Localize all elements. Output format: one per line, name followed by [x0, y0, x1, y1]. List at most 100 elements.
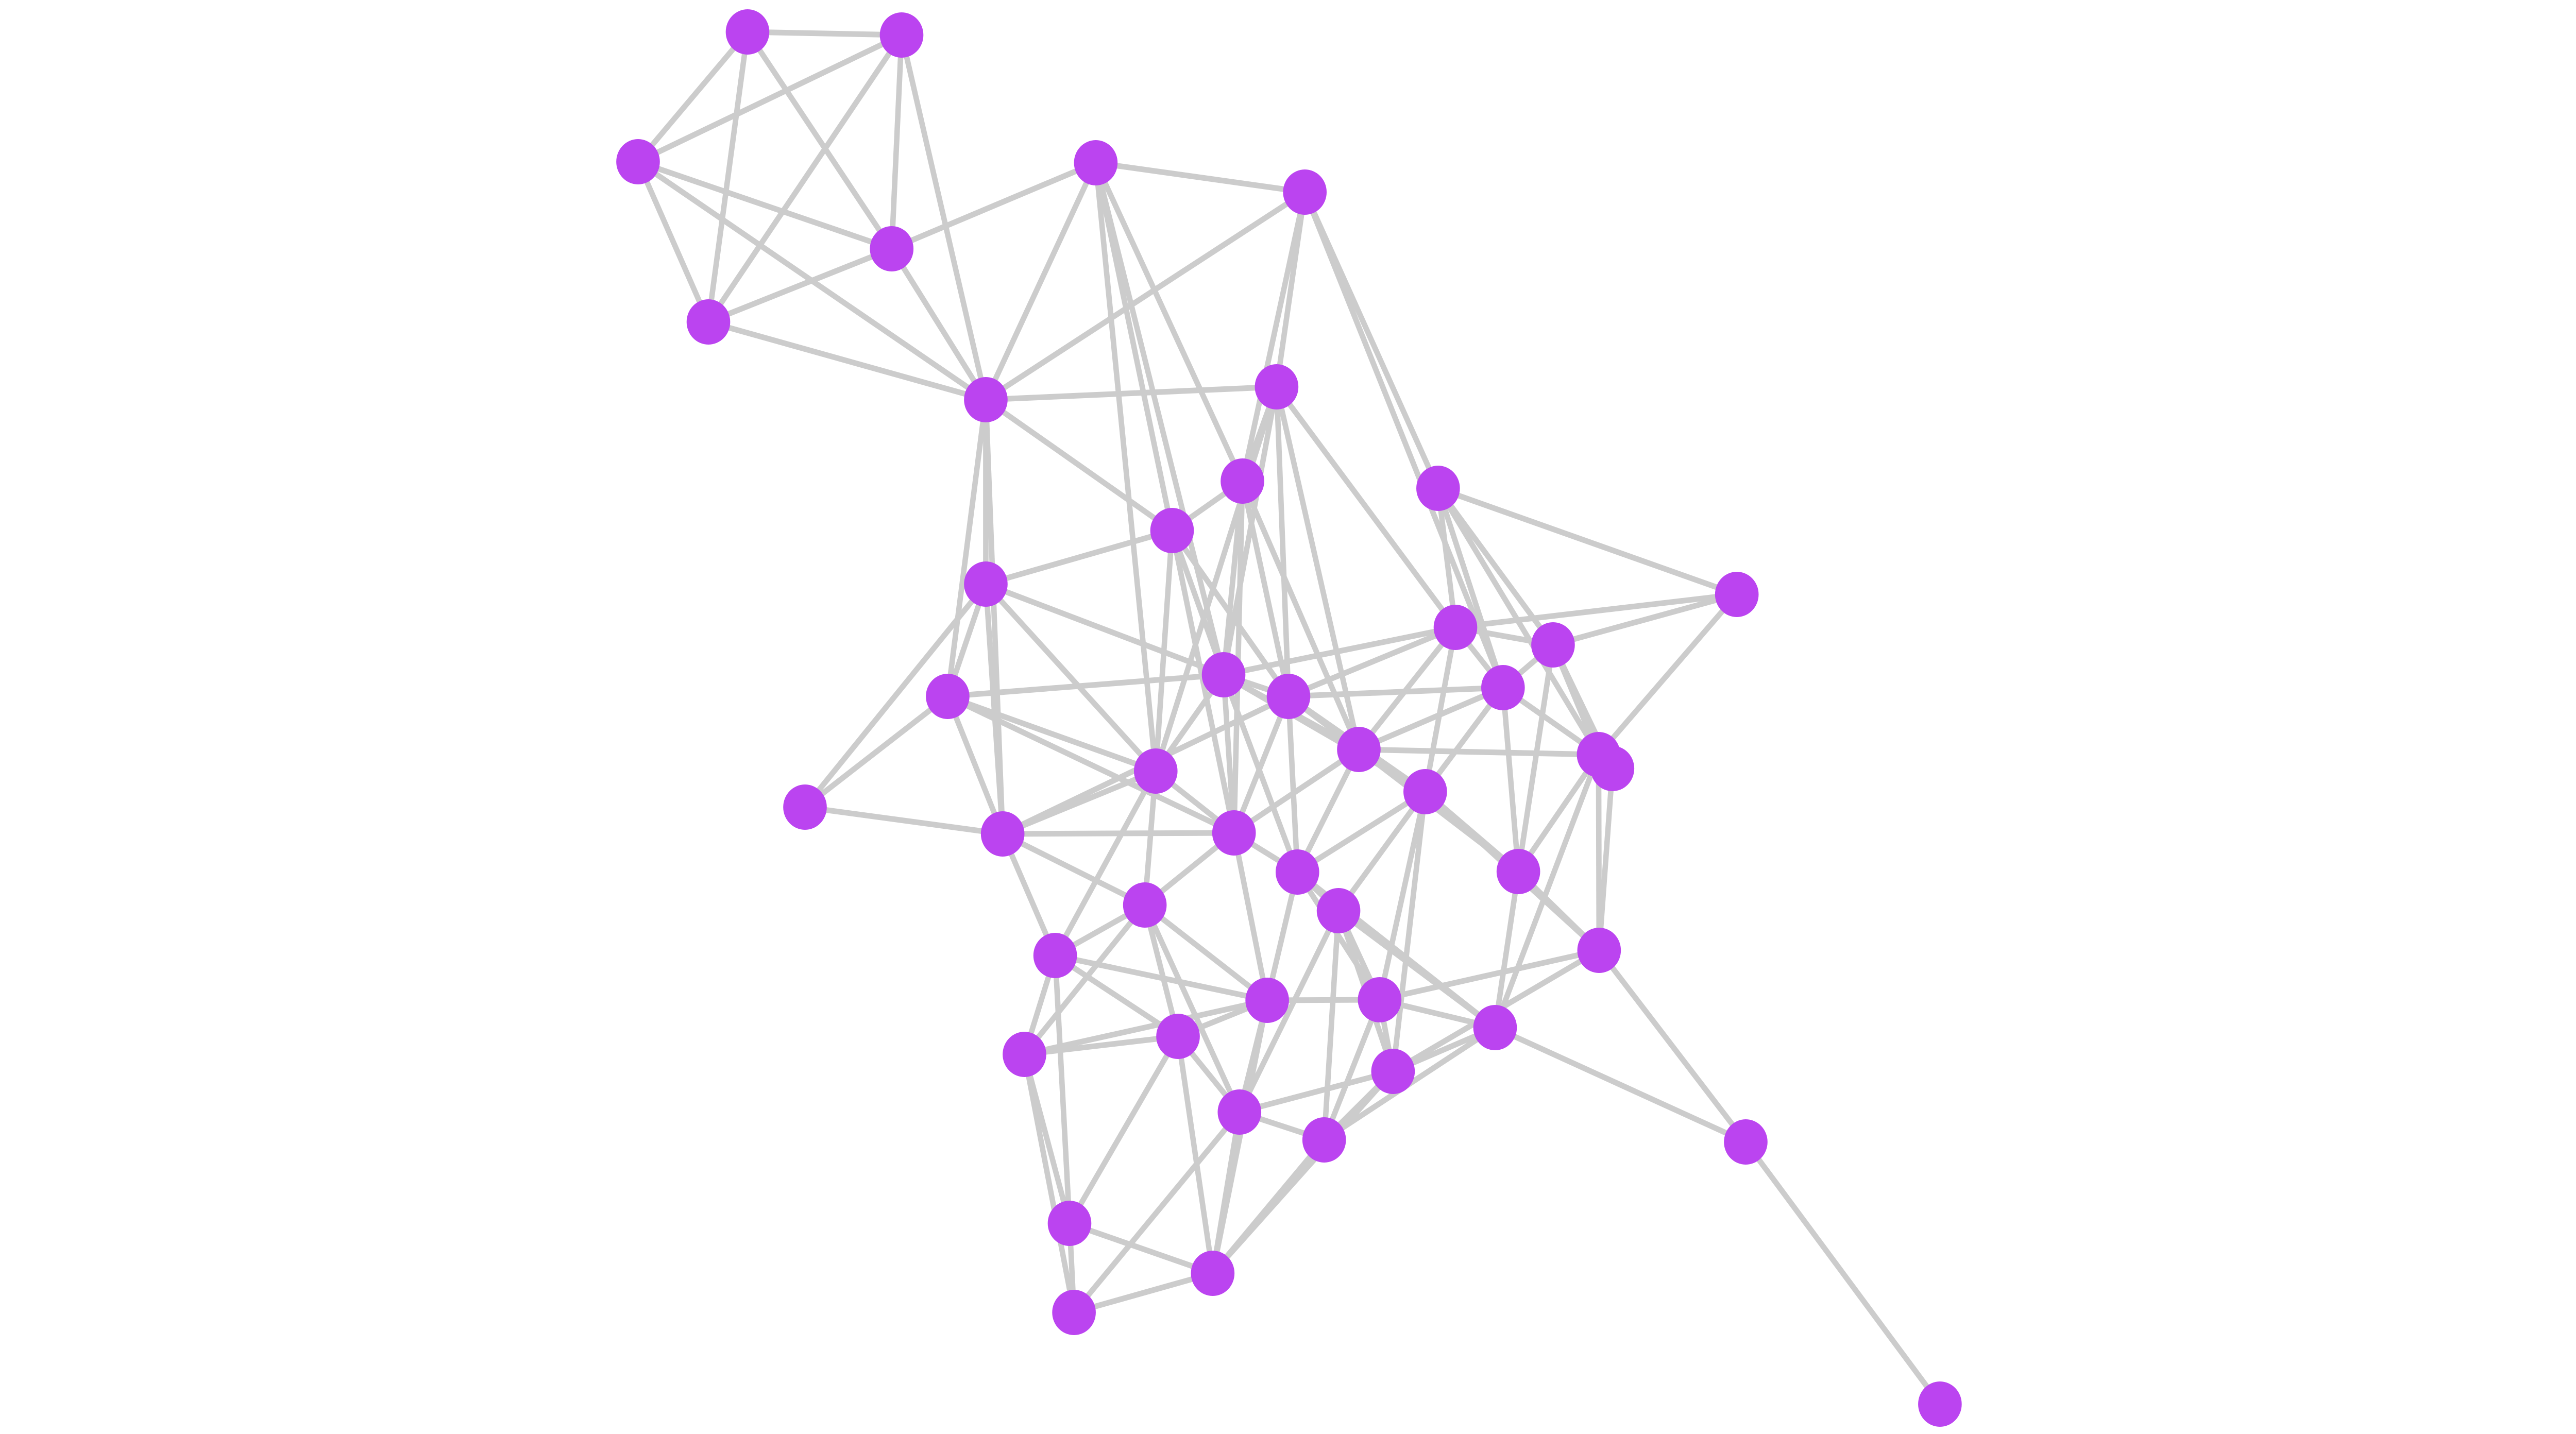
graph-node-AD	[1123, 882, 1167, 928]
graph-node-AR	[1724, 1119, 1768, 1165]
graph-edge-C-D	[637, 159, 893, 252]
graph-node-AH	[1473, 1005, 1517, 1050]
graph-node-S	[1266, 674, 1311, 719]
graph-edge-A-E	[705, 31, 751, 322]
graph-edge-J-T	[1240, 480, 1362, 751]
graph-edge-C-E	[635, 160, 711, 323]
graph-edge-L-W	[1435, 487, 1506, 689]
graph-node-AQ	[1052, 1290, 1096, 1335]
graph-edge-B-C	[637, 32, 903, 164]
graph-edge-AI-AG	[1379, 947, 1600, 1003]
graph-edge-AD-AM	[1142, 903, 1242, 1114]
graph-edge-F-G	[983, 161, 1098, 401]
graph-edge-H-J	[1240, 191, 1308, 482]
graph-node-E	[686, 299, 731, 345]
graph-edge-AL-AM	[1239, 1068, 1394, 1115]
graph-edge-X2-AI	[1596, 768, 1616, 951]
graph-edge-AN-AP	[1210, 1138, 1327, 1275]
graph-edge-I-U	[1274, 385, 1458, 629]
graph-edge-AM-AQ	[1072, 1110, 1242, 1314]
graph-edge-X1-W2	[1516, 753, 1601, 874]
graph-edge-G-AA	[1093, 162, 1159, 772]
graph-edge-AE-AF	[1055, 952, 1268, 1003]
graph-edge-AP-AQ	[1073, 1270, 1214, 1316]
graph-node-C	[616, 139, 660, 184]
graph-edge-AI-AR	[1597, 948, 1748, 1144]
graph-edge-AJ-AQ	[1022, 1053, 1077, 1313]
graph-edge-AC-AM	[1237, 909, 1341, 1114]
graph-edge-S-U	[1287, 624, 1456, 699]
graph-edge-AG-AN	[1321, 998, 1382, 1141]
graph-edge-X1-AH	[1493, 753, 1601, 1029]
graph-edge-E-F	[707, 319, 987, 403]
graph-edge-AC-AN	[1321, 910, 1342, 1140]
graph-edge-Y-AG	[1377, 791, 1428, 1001]
graph-node-AC	[1316, 888, 1361, 933]
graph-edge-U-Y	[1422, 626, 1459, 793]
graph-node-L	[1416, 466, 1460, 511]
graph-edge-I-AA	[1153, 386, 1279, 772]
graph-edge-A-C	[636, 30, 750, 164]
graph-node-AP	[1191, 1251, 1235, 1296]
graph-node-X2	[1590, 746, 1635, 791]
graph-edge-AA-AE	[1053, 770, 1158, 957]
graph-edge-R-Z	[1221, 674, 1237, 833]
graph-node-AM	[1217, 1089, 1262, 1135]
graph-edge-N-Q	[983, 584, 1006, 834]
graph-edge-Y-AL	[1390, 791, 1428, 1072]
graph-edge-O-R	[947, 672, 1224, 699]
graph-node-AG	[1358, 977, 1402, 1022]
graph-edge-O-Q	[945, 695, 1006, 835]
graph-edge-S-Z	[1231, 695, 1291, 834]
graph-node-J	[1221, 458, 1264, 504]
graph-edge-A-B	[747, 29, 902, 38]
graph-node-T	[1337, 727, 1381, 772]
graph-edge-T-W	[1358, 685, 1504, 753]
graph-edge-AJ-AK	[1024, 1033, 1179, 1057]
graph-edge-T-U	[1357, 625, 1458, 752]
graph-edge-I-T	[1274, 386, 1362, 750]
graph-node-B	[879, 12, 924, 58]
graph-node-P	[783, 784, 827, 830]
graph-node-W	[1481, 665, 1525, 710]
graph-edge-O-Z	[946, 694, 1235, 835]
graph-edge-AK-AO	[1067, 1035, 1181, 1225]
graph-node-V	[1531, 622, 1575, 668]
graph-edge-O-P	[803, 694, 950, 810]
graph-edge-F-I	[986, 384, 1277, 403]
graph-node-G	[1074, 140, 1118, 185]
graph-edge-S-AB	[1285, 696, 1300, 873]
graph-edge-H-W	[1302, 191, 1506, 689]
graph-edge-B-D	[889, 35, 905, 249]
graph-node-R	[1201, 652, 1246, 697]
graph-node-AO	[1047, 1201, 1092, 1246]
graph-edge-T-X1	[1359, 746, 1599, 758]
graph-edge-P-Q	[804, 804, 1003, 837]
graph-edge-L-U	[1435, 488, 1459, 628]
graph-node-AI	[1577, 928, 1621, 973]
graph-edge-Y-AB	[1296, 789, 1427, 875]
graph-node-AB	[1275, 849, 1319, 895]
graph-edge-K-R	[1170, 530, 1226, 676]
graph-edge-T-AB	[1295, 748, 1362, 874]
graph-edge-G-J	[1093, 161, 1245, 483]
graph-edge-F-H	[984, 190, 1307, 402]
graph-edge-I-S	[1274, 386, 1292, 697]
graph-edge-M-X1	[1596, 592, 1739, 757]
graph-edge-D-E	[707, 246, 893, 325]
graph-edge-AH-AR	[1494, 1025, 1747, 1145]
graph-edge-D-F	[889, 247, 988, 401]
graph-node-Y	[1403, 769, 1447, 814]
graph-edge-N-P	[803, 582, 988, 809]
graph-node-D	[870, 226, 914, 271]
graph-edge-W2-AH	[1492, 871, 1521, 1028]
graph-edge-B-E	[706, 33, 904, 324]
graph-edge-W-W2	[1500, 687, 1521, 872]
graph-edge-O-AA	[946, 693, 1157, 774]
graph-node-AN	[1302, 1117, 1346, 1163]
graph-edge-Z-AF	[1231, 832, 1270, 1001]
graph-edge-AK-AP	[1175, 1036, 1216, 1274]
graph-edge-T-Z	[1232, 747, 1361, 835]
